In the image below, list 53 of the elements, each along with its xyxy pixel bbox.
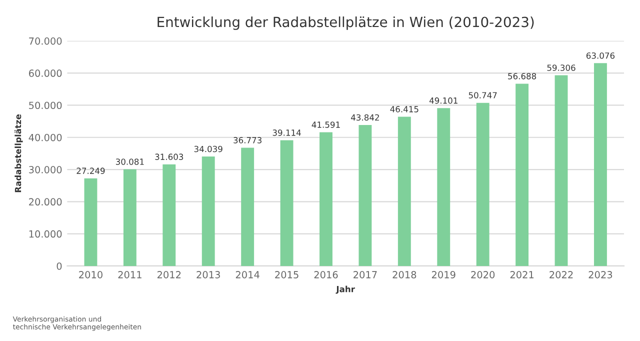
y-tick-label: 10.000 — [29, 230, 62, 238]
x-tick-label: 2013 — [196, 271, 220, 278]
data-label: 31.603 — [155, 154, 184, 160]
y-tick-label: 50.000 — [29, 102, 62, 110]
chart-title: Entwicklung der Radabstellplätze in Wien (2010-2023) — [158, 16, 534, 30]
y-tick-label: 20.000 — [29, 198, 62, 206]
y-tick-label: 70.000 — [29, 37, 62, 45]
y-tick-label: 0 — [56, 262, 62, 270]
data-label: 27.249 — [76, 168, 105, 174]
x-tick-label: 2022 — [550, 271, 573, 278]
y-axis-title: Radabstellplätze — [14, 114, 23, 192]
x-axis-title: Jahr — [336, 286, 355, 294]
x-tick-label: 2023 — [588, 271, 612, 278]
x-tick-label: 2019 — [432, 271, 456, 278]
x-tick-label: 2014 — [236, 271, 260, 278]
bar — [516, 84, 529, 266]
x-tick-label: 2018 — [392, 271, 416, 278]
bar — [320, 132, 332, 266]
bar — [476, 102, 490, 266]
data-label: 63.076 — [586, 52, 615, 59]
y-tick-label: 30.000 — [29, 166, 62, 174]
bar — [437, 108, 450, 266]
data-label: 43.842 — [351, 114, 379, 121]
data-label: 34.039 — [194, 146, 222, 152]
bar — [280, 140, 294, 266]
data-label: 30.081 — [116, 158, 144, 165]
data-label: 49.101 — [429, 97, 458, 104]
y-tick-label: 40.000 — [28, 134, 62, 142]
data-label: 39.114 — [272, 130, 301, 136]
x-tick-label: 2012 — [157, 271, 181, 278]
x-tick-label: 2011 — [118, 271, 142, 278]
x-tick-label: 2015 — [275, 271, 298, 278]
bar — [241, 148, 254, 266]
data-label: 36.773 — [234, 137, 262, 144]
bar — [358, 125, 372, 266]
x-tick-label: 2021 — [510, 271, 534, 278]
x-tick-label: 2017 — [354, 271, 377, 278]
bar — [554, 75, 568, 266]
x-tick-label: 2010 — [79, 271, 102, 278]
data-label: 50.747 — [468, 92, 497, 98]
bar — [594, 63, 607, 266]
data-label: 59.306 — [547, 64, 576, 71]
data-label: 56.688 — [508, 73, 536, 80]
bar — [162, 164, 176, 266]
x-tick-label: 2020 — [471, 271, 495, 278]
data-label: 41.591 — [312, 122, 340, 128]
bar — [398, 116, 411, 266]
y-tick-label: 60.000 — [29, 70, 62, 77]
bar — [123, 169, 136, 266]
x-tick-label: 2016 — [314, 271, 338, 278]
bar — [202, 156, 215, 266]
bar — [84, 178, 98, 266]
data-label: 46.415 — [390, 106, 418, 112]
